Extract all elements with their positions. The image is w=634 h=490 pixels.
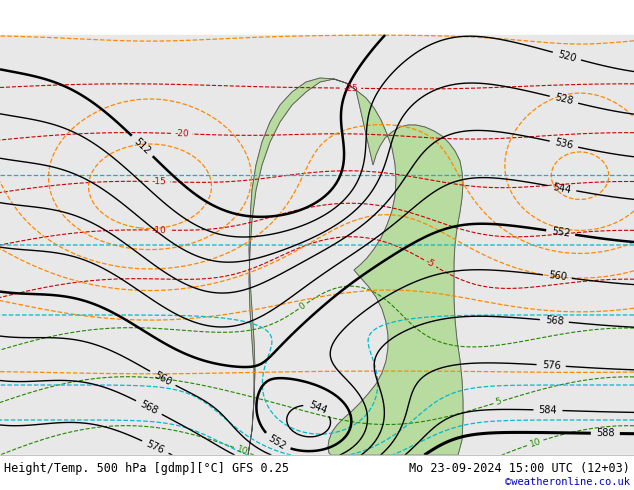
Text: 528: 528 — [553, 93, 574, 107]
Text: 512: 512 — [132, 136, 152, 156]
Polygon shape — [248, 78, 463, 455]
Bar — [0, 35, 634, 455]
Text: 552: 552 — [266, 433, 288, 452]
Text: -5: -5 — [424, 257, 436, 270]
Text: Height/Temp. 500 hPa [gdmp][°C] GFS 0.25: Height/Temp. 500 hPa [gdmp][°C] GFS 0.25 — [4, 462, 289, 474]
Text: ©weatheronline.co.uk: ©weatheronline.co.uk — [505, 477, 630, 487]
Text: 560: 560 — [548, 270, 567, 283]
Text: 576: 576 — [145, 439, 166, 456]
Text: -10: -10 — [152, 225, 167, 235]
Bar — [0, 0, 634, 5]
Text: 560: 560 — [152, 369, 173, 387]
Text: 576: 576 — [541, 360, 560, 371]
Text: Mo 23-09-2024 15:00 UTC (12+03): Mo 23-09-2024 15:00 UTC (12+03) — [409, 462, 630, 474]
Text: 568: 568 — [138, 399, 159, 416]
Text: 10: 10 — [528, 437, 542, 449]
Text: 544: 544 — [552, 182, 572, 195]
Text: 584: 584 — [539, 405, 557, 416]
Polygon shape — [248, 78, 463, 455]
Text: 588: 588 — [596, 428, 614, 439]
Bar — [0, 455, 634, 490]
Text: 536: 536 — [554, 137, 574, 151]
Text: 544: 544 — [307, 399, 328, 416]
Text: 5: 5 — [494, 397, 502, 407]
Text: 520: 520 — [557, 49, 577, 63]
Text: 10: 10 — [235, 444, 249, 457]
Text: -25: -25 — [343, 84, 358, 93]
Text: 0: 0 — [298, 301, 307, 312]
Text: 552: 552 — [551, 226, 571, 239]
Text: -20: -20 — [174, 129, 189, 139]
Text: 568: 568 — [545, 315, 564, 327]
Text: -15: -15 — [152, 177, 167, 186]
